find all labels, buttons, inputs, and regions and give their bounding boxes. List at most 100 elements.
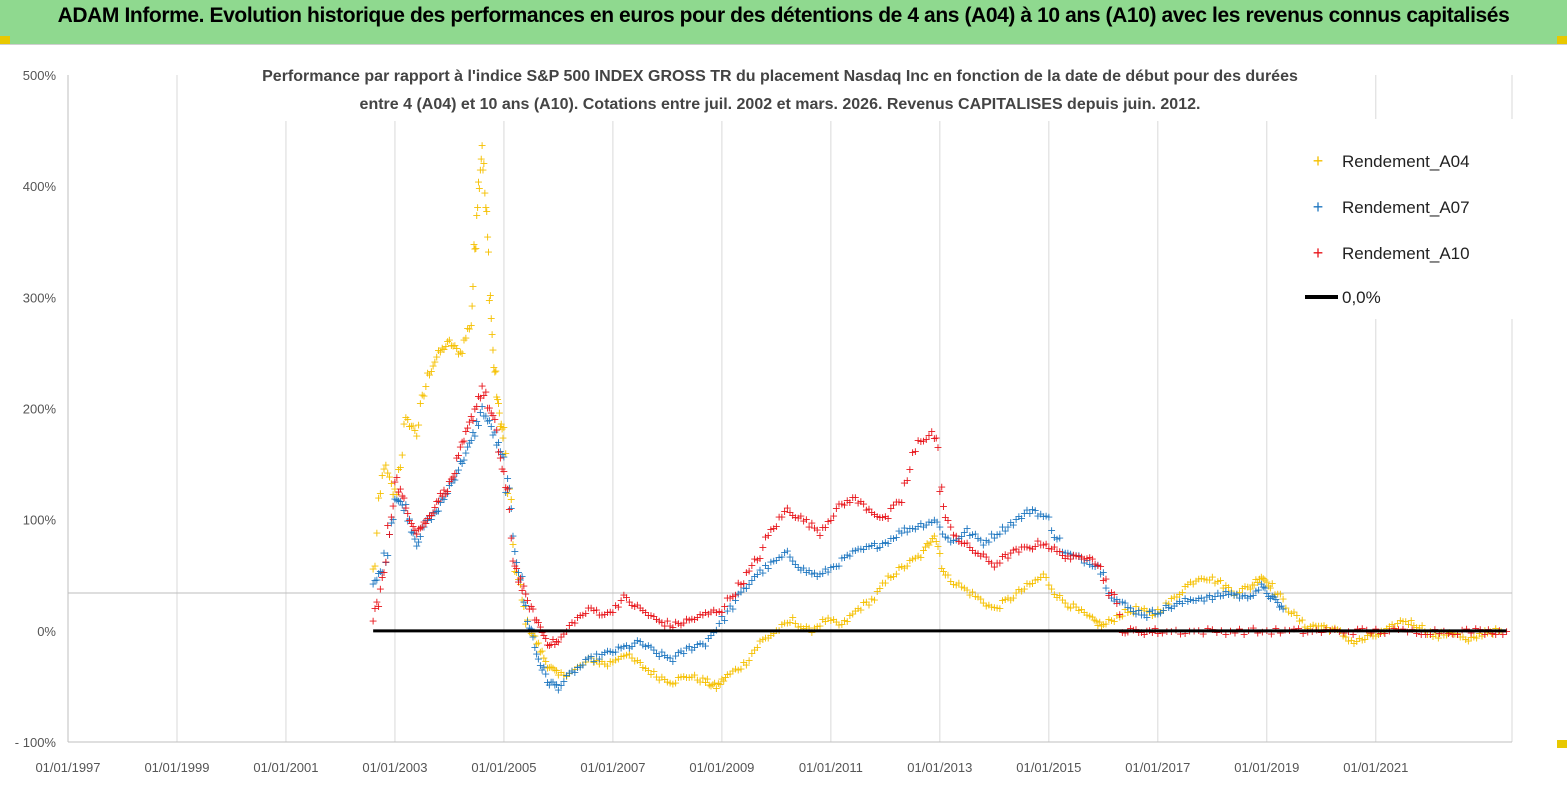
scatter-point: + [534, 653, 543, 666]
scatter-point: + [1347, 634, 1356, 647]
scatter-point: + [1058, 549, 1067, 562]
scatter-point: + [370, 574, 379, 587]
scatter-point: + [1097, 619, 1106, 632]
scatter-point: + [990, 560, 999, 573]
scatter-point: + [690, 668, 699, 681]
scatter-point: + [1183, 578, 1192, 591]
scatter-point: + [562, 669, 571, 682]
scatter-point: + [1085, 610, 1094, 623]
scatter-point: + [668, 677, 677, 690]
scatter-point: + [368, 615, 377, 628]
scatter-point: + [954, 532, 963, 545]
scatter-point: + [510, 565, 519, 578]
scatter-point: + [655, 650, 664, 663]
scatter-point: + [507, 502, 516, 515]
scatter-point: + [483, 414, 492, 427]
scatter-point: + [1453, 627, 1462, 640]
scatter-point: + [1210, 577, 1219, 590]
scatter-point: + [1380, 627, 1389, 640]
scatter-point: + [374, 600, 383, 613]
scatter-point: + [523, 614, 532, 627]
scatter-point: + [622, 649, 631, 662]
scatter-point: + [528, 629, 537, 642]
scatter-point: + [883, 537, 892, 550]
scatter-point: + [491, 365, 500, 378]
scatter-point: + [1055, 589, 1064, 602]
scatter-point: + [1074, 604, 1083, 617]
scatter-point: + [510, 560, 519, 573]
scatter-point: + [619, 650, 628, 663]
scatter-point: + [425, 509, 434, 522]
scatter-point: + [1371, 629, 1380, 642]
scatter-point: + [799, 562, 808, 575]
scatter-point: + [414, 523, 423, 536]
scatter-point: + [783, 501, 792, 514]
scatter-point: + [1115, 611, 1124, 624]
scatter-point: + [470, 243, 479, 256]
scatter-point: + [636, 656, 645, 669]
scatter-point: + [508, 529, 517, 542]
scatter-point: + [503, 482, 512, 495]
scatter-point: + [480, 187, 489, 200]
scatter-point: + [1254, 584, 1263, 597]
scatter-point: + [1137, 609, 1146, 622]
scatter-point: + [573, 661, 582, 674]
scatter-point: + [378, 571, 387, 584]
scatter-point: + [837, 618, 846, 631]
scatter-point: + [1150, 622, 1159, 635]
x-tick-label: 01/01/2011 [799, 760, 863, 775]
scatter-point: + [900, 562, 909, 575]
scatter-point: + [1417, 628, 1426, 641]
scatter-point: + [1022, 504, 1031, 517]
scatter-point: + [508, 538, 517, 551]
scatter-point: + [747, 647, 756, 660]
scatter-point: + [508, 554, 517, 567]
scatter-point: + [938, 528, 947, 541]
scatter-point: + [1398, 615, 1407, 628]
scatter-point: + [818, 613, 827, 626]
scatter-point: + [1248, 579, 1257, 592]
scatter-point: + [922, 433, 931, 446]
scatter-point: + [1461, 633, 1470, 646]
scatter-point: + [378, 469, 387, 482]
corner-marker [0, 36, 10, 44]
scatter-point: + [611, 599, 620, 612]
scatter-point: + [1176, 628, 1185, 641]
scatter-point: + [1022, 540, 1031, 553]
scatter-point: + [1140, 628, 1149, 641]
scatter-point: + [1289, 605, 1298, 618]
scatter-point: + [578, 658, 587, 671]
scatter-point: + [463, 422, 472, 435]
scatter-point: + [405, 420, 414, 433]
scatter-point: + [630, 637, 639, 650]
scatter-point: + [703, 673, 712, 686]
scatter-point: + [725, 600, 734, 613]
scatter-point: + [390, 482, 399, 495]
scatter-point: + [1025, 577, 1034, 590]
scatter-point: + [1164, 601, 1173, 614]
scatter-point: + [984, 535, 993, 548]
scatter-point: + [630, 654, 639, 667]
scatter-point: + [1273, 588, 1282, 601]
scatter-point: + [665, 676, 674, 689]
scatter-point: + [1423, 628, 1432, 641]
scatter-point: + [390, 475, 399, 488]
scatter-point: + [962, 584, 971, 597]
scatter-point: + [633, 654, 642, 667]
scatter-point: + [1238, 582, 1247, 595]
scatter-point: + [815, 529, 824, 542]
scatter-point: + [1047, 524, 1056, 537]
scatter-point: + [780, 616, 789, 629]
scatter-point: + [911, 445, 920, 458]
scatter-point: + [468, 426, 477, 439]
scatter-point: + [548, 662, 557, 675]
scatter-point: + [1435, 627, 1444, 640]
scatter-point: + [856, 543, 865, 556]
scatter-point: + [1180, 580, 1189, 593]
scatter-point: + [913, 549, 922, 562]
scatter-point: + [826, 514, 835, 527]
scatter-point: + [584, 602, 593, 615]
scatter-point: + [438, 342, 447, 355]
scatter-point: + [644, 639, 653, 652]
scatter-point: + [815, 620, 824, 633]
